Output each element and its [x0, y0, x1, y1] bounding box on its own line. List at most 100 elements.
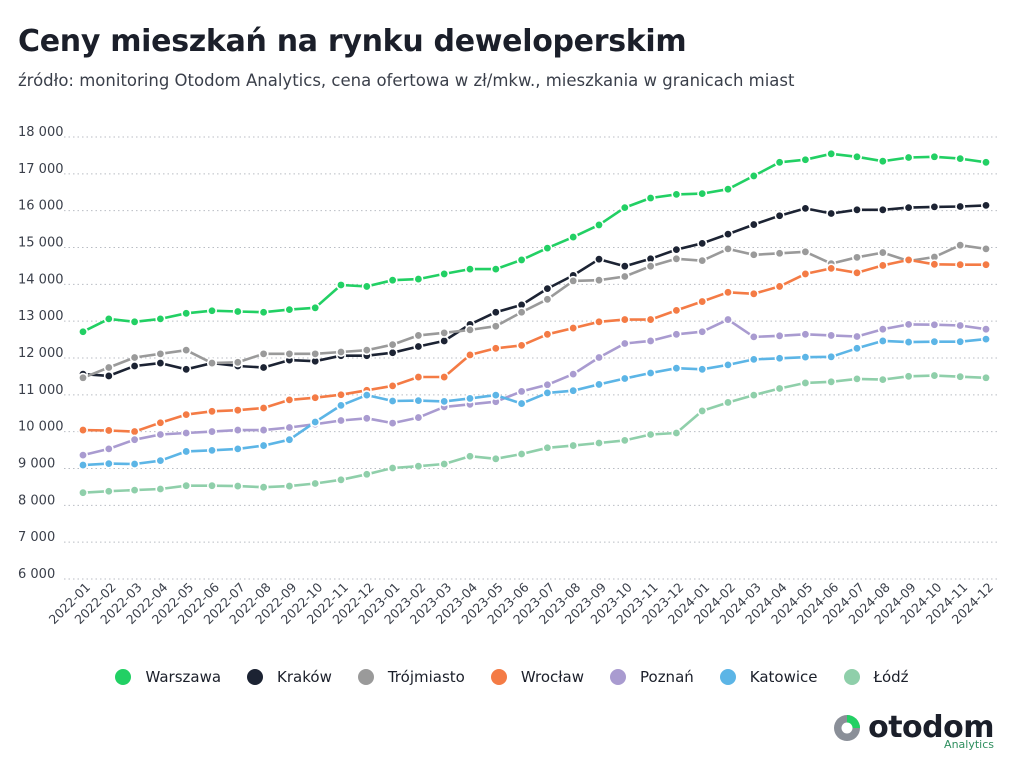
- data-point: [593, 275, 604, 286]
- data-point: [207, 445, 218, 456]
- data-point: [335, 400, 346, 411]
- data-point: [722, 397, 733, 408]
- data-point: [129, 485, 140, 496]
- data-point: [361, 281, 372, 292]
- data-point: [413, 372, 424, 383]
- data-point: [955, 240, 966, 251]
- data-point: [645, 314, 656, 325]
- data-point: [929, 259, 940, 270]
- data-point: [877, 204, 888, 215]
- data-point: [155, 429, 166, 440]
- legend-marker: [719, 669, 736, 685]
- data-point: [439, 458, 450, 469]
- data-point: [826, 351, 837, 362]
- series-lines: [82, 152, 987, 494]
- y-tick-label: 8 000: [18, 493, 55, 508]
- data-point: [181, 446, 192, 457]
- data-point: [980, 324, 991, 335]
- data-point: [413, 341, 424, 352]
- data-point: [748, 288, 759, 299]
- data-point: [851, 267, 862, 278]
- data-point: [980, 157, 991, 168]
- y-tick-label: 12 000: [18, 346, 64, 361]
- data-point: [645, 429, 656, 440]
- data-point: [903, 254, 914, 265]
- data-point: [877, 374, 888, 385]
- legend: Warszawa Kraków Trójmiasto Wrocław Poznań Kat…: [0, 668, 1024, 686]
- data-point: [568, 369, 579, 380]
- data-point: [155, 455, 166, 466]
- data-point: [232, 425, 243, 436]
- data-point: [129, 352, 140, 363]
- data-point: [490, 264, 501, 275]
- y-tick-label: 13 000: [18, 309, 64, 324]
- data-point: [413, 395, 424, 406]
- data-point: [181, 428, 192, 439]
- data-point: [542, 243, 553, 254]
- data-point: [929, 370, 940, 381]
- y-tick-label: 6 000: [18, 567, 55, 582]
- data-point: [310, 416, 321, 427]
- legend-label: Poznań: [640, 668, 694, 686]
- data-point: [826, 208, 837, 219]
- data-point: [748, 170, 759, 181]
- data-point: [129, 458, 140, 469]
- data-point: [722, 229, 733, 240]
- data-point: [207, 358, 218, 369]
- data-point: [439, 335, 450, 346]
- data-point: [929, 336, 940, 347]
- data-point: [284, 481, 295, 492]
- legend-item: Kraków: [247, 668, 332, 686]
- data-point: [387, 463, 398, 474]
- data-point: [413, 330, 424, 341]
- data-point: [800, 203, 811, 214]
- data-point: [542, 294, 553, 305]
- data-point: [181, 364, 192, 375]
- legend-label: Warszawa: [145, 668, 222, 686]
- data-point: [258, 440, 269, 451]
- data-point: [490, 343, 501, 354]
- y-tick-label: 7 000: [18, 530, 55, 545]
- data-point: [258, 307, 269, 318]
- legend-marker: [357, 669, 374, 685]
- data-point: [645, 335, 656, 346]
- data-point: [129, 360, 140, 371]
- data-point: [78, 326, 89, 337]
- data-point: [439, 268, 450, 279]
- data-point: [697, 255, 708, 266]
- data-point: [207, 305, 218, 316]
- data-point: [568, 232, 579, 243]
- data-point: [748, 331, 759, 342]
- data-point: [593, 316, 604, 327]
- data-point: [490, 321, 501, 332]
- data-point: [645, 193, 656, 204]
- y-tick-label: 9 000: [18, 457, 55, 472]
- data-point: [877, 324, 888, 335]
- data-point: [980, 259, 991, 270]
- series-line: [82, 374, 987, 494]
- data-point: [103, 313, 114, 324]
- otodom-logo-word: otodom: [868, 710, 994, 745]
- data-point: [568, 275, 579, 286]
- data-point: [129, 434, 140, 445]
- chart-subtitle: źródło: monitoring Otodom Analytics, cen…: [18, 71, 795, 90]
- series-points: [78, 148, 991, 498]
- data-point: [826, 263, 837, 274]
- data-point: [413, 274, 424, 285]
- data-point: [671, 244, 682, 255]
- legend-item: Trójmiasto: [357, 668, 465, 686]
- data-point: [877, 156, 888, 167]
- y-tick-label: 16 000: [18, 199, 64, 214]
- data-point: [980, 334, 991, 345]
- otodom-logo-sub: Analytics: [944, 738, 994, 751]
- data-point: [619, 261, 630, 272]
- data-point: [980, 200, 991, 211]
- data-point: [645, 367, 656, 378]
- data-point: [748, 219, 759, 230]
- data-point: [516, 398, 527, 409]
- data-point: [490, 453, 501, 464]
- legend-marker: [843, 669, 860, 685]
- data-point: [722, 314, 733, 325]
- data-point: [490, 390, 501, 401]
- data-point: [593, 437, 604, 448]
